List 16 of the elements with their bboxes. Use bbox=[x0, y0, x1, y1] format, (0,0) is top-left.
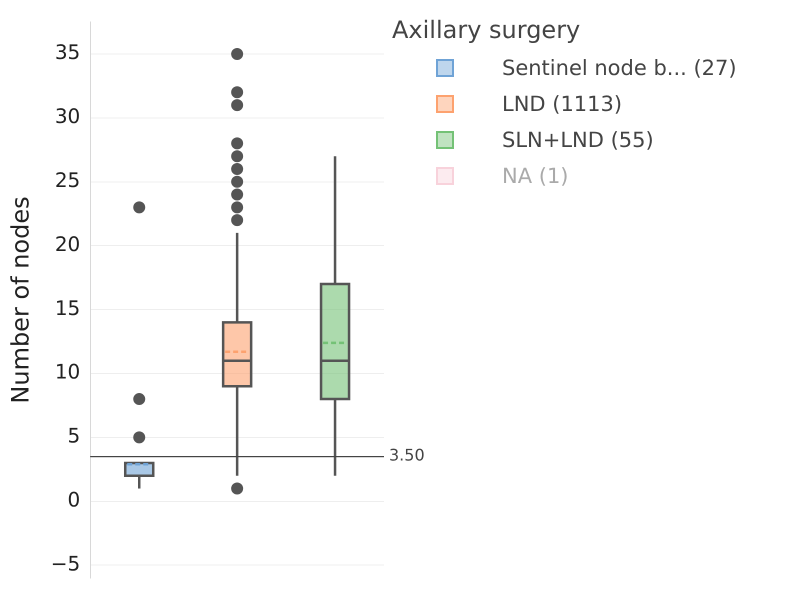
legend-title: Axillary surgery bbox=[392, 16, 582, 44]
y-tick-label: 10 bbox=[54, 360, 80, 384]
legend-label: NA (1) bbox=[502, 164, 568, 188]
legend-label: SLN+LND (55) bbox=[502, 128, 654, 152]
y-tick-label: 30 bbox=[54, 104, 80, 128]
y-tick-label: 35 bbox=[54, 40, 80, 64]
ref-line-label: 3.50 bbox=[389, 446, 425, 465]
y-tick-label: 0 bbox=[68, 488, 80, 512]
y-tick-label: 20 bbox=[54, 232, 80, 256]
y-tick-label: 25 bbox=[54, 168, 80, 192]
y-tick-label: 5 bbox=[68, 424, 80, 448]
legend-label: LND (1113) bbox=[502, 92, 622, 116]
legend-label: Sentinel node b... (27) bbox=[502, 56, 737, 80]
y-tick-label: −5 bbox=[50, 551, 80, 576]
y-tick-label: 15 bbox=[54, 296, 80, 320]
y-axis-title: Number of nodes bbox=[6, 196, 35, 404]
